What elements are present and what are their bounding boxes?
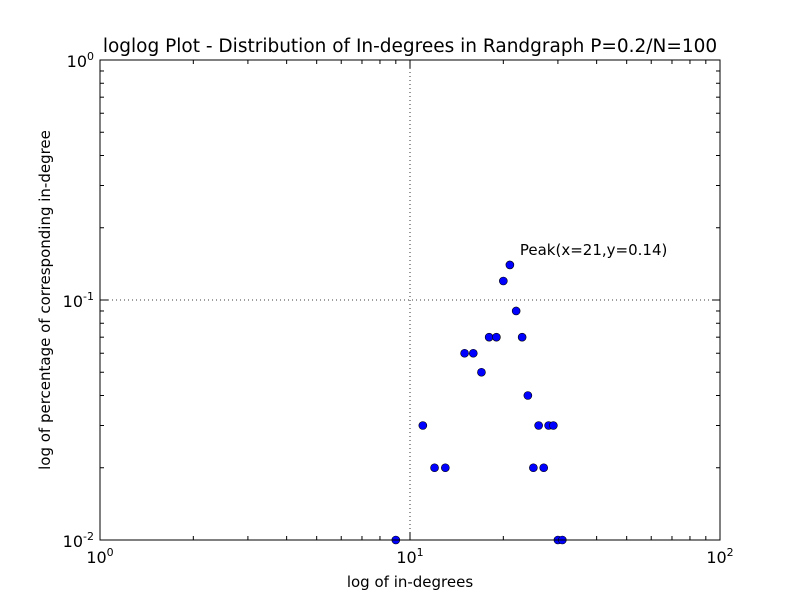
data-point: [534, 421, 543, 430]
data-point: [517, 332, 527, 342]
x-axis-label: log of in-degrees: [347, 573, 474, 591]
data-point: [484, 332, 494, 342]
data-point: [492, 332, 501, 342]
x-tick-labels: 100 101 102: [86, 546, 733, 567]
chart-title: loglog Plot - Distribution of In-degrees…: [103, 36, 717, 57]
data-point: [523, 391, 533, 400]
x-tick-label: 102: [706, 546, 733, 567]
data-point: [418, 421, 428, 430]
data-point: [529, 463, 538, 473]
x-tick-label: 101: [396, 546, 423, 567]
x-tick-label: 100: [86, 546, 113, 567]
y-tick-label: 10-1: [63, 290, 94, 311]
data-point: [549, 421, 558, 430]
data-point: [468, 348, 478, 358]
y-tick-label: 10-2: [63, 530, 94, 551]
data-point: [460, 348, 469, 358]
data-point: [511, 306, 521, 316]
data-point: [499, 276, 508, 286]
y-tick-labels: 10-2 10-1 100: [63, 50, 94, 551]
plot-frame: [99, 59, 721, 541]
data-point: [477, 367, 486, 377]
data-point: [430, 463, 439, 473]
data-point: [505, 260, 515, 270]
y-tick-label: 100: [67, 50, 94, 71]
peak-annotation: Peak(x=21,y=0.14): [520, 241, 667, 259]
data-points: [391, 260, 567, 545]
grid-lines: [100, 60, 720, 540]
y-axis-label: log of percentage of corresponding in-de…: [36, 130, 54, 470]
data-point: [539, 463, 549, 473]
data-point: [441, 463, 450, 473]
